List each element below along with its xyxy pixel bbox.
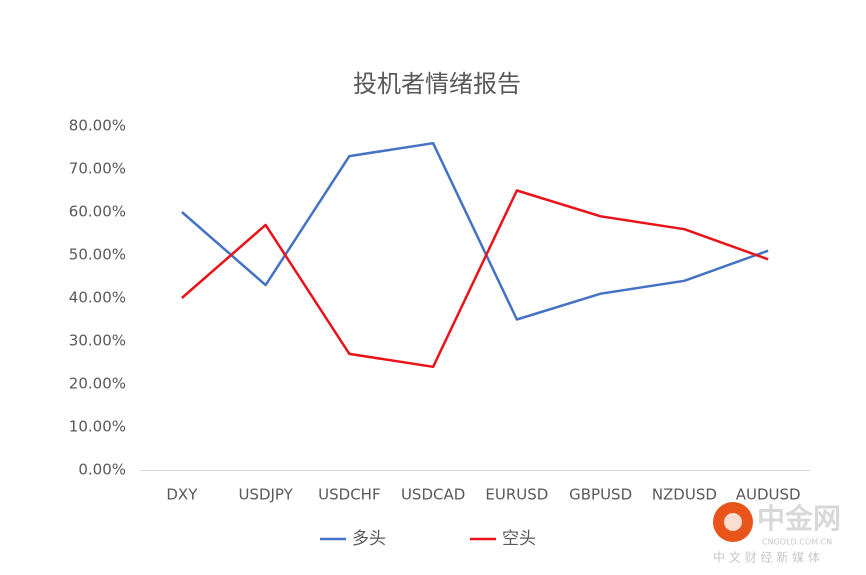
watermark: 中金网 CNGOLD.COM.CN 中 文 财 经 新 媒 体 [713,502,841,565]
watermark-slogan: 中 文 财 经 新 媒 体 [713,550,820,565]
watermark-name: 中金网 [757,502,841,535]
y-tick-label: 80.00% [69,117,126,135]
x-tick-label: AUDUSD [736,486,801,504]
chart-title: 投机者情绪报告 [353,70,521,98]
x-tick-label: USDCAD [401,486,465,504]
x-tick-label: DXY [166,486,198,504]
x-tick-label: EURUSD [485,486,548,504]
x-tick-label: USDJPY [238,486,293,504]
x-tick-label: GBPUSD [569,486,632,504]
y-tick-label: 10.00% [69,418,126,436]
y-tick-label: 50.00% [69,246,126,264]
legend-label: 空头 [502,529,536,549]
y-tick-label: 30.00% [69,332,126,350]
watermark-site: CNGOLD.COM.CN [762,538,832,547]
y-tick-label: 40.00% [69,289,126,307]
y-tick-label: 0.00% [78,461,126,479]
x-tick-label: USDCHF [318,486,380,504]
y-tick-label: 70.00% [69,160,126,178]
x-tick-label: NZDUSD [652,486,717,504]
series-line [181,189,769,369]
watermark-logo-inner [724,513,742,531]
y-tick-label: 60.00% [69,203,126,221]
y-tick-label: 20.00% [69,375,126,393]
legend-label: 多头 [352,529,386,549]
series-line [181,141,769,321]
